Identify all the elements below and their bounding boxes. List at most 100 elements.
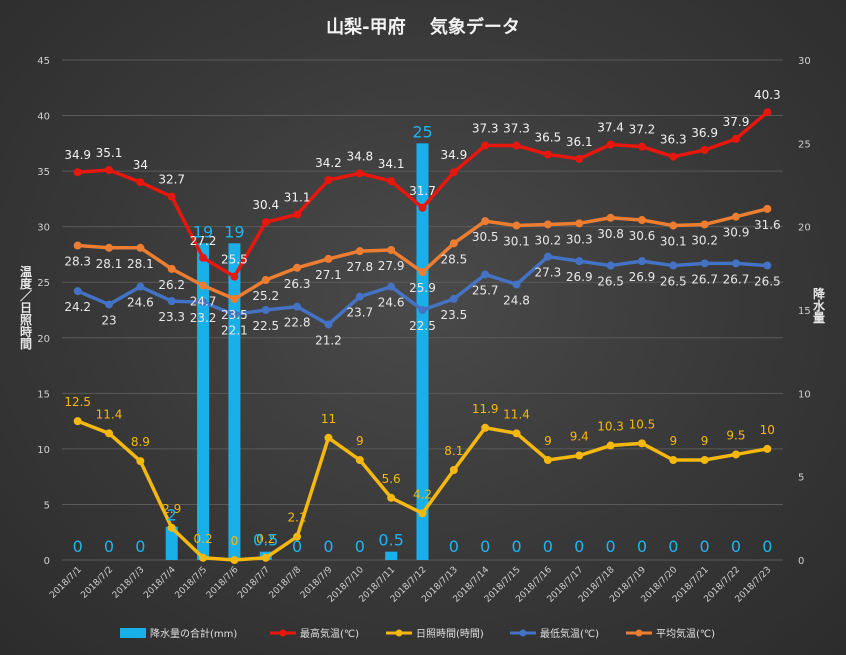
data-label: 36.5 (535, 130, 562, 144)
rainfall-label: 19 (224, 222, 244, 241)
series-point (575, 154, 584, 163)
right-axis-title: 降水量 (813, 286, 826, 325)
series-point (731, 212, 740, 221)
right-tick-label: 5 (798, 473, 804, 484)
data-label: 30.4 (252, 198, 279, 212)
series-point (230, 294, 239, 303)
series-point (293, 532, 302, 541)
data-label: 34 (133, 158, 148, 172)
data-label: 30.5 (472, 230, 499, 244)
data-label: 40.3 (754, 88, 781, 102)
data-label: 37.3 (472, 122, 499, 136)
series-point (512, 141, 521, 150)
data-label: 34.2 (315, 156, 342, 170)
data-label: 27.1 (315, 268, 342, 282)
series-point (199, 298, 208, 307)
rainfall-label: 0 (731, 537, 741, 556)
series-point (73, 417, 82, 426)
data-label: 30.1 (503, 235, 530, 249)
data-label: 36.1 (566, 135, 593, 149)
series-point (105, 243, 114, 252)
data-label: 11.4 (96, 407, 123, 421)
data-label: 27.3 (535, 266, 562, 280)
series-point (199, 281, 208, 290)
data-label: 30.2 (535, 233, 562, 247)
data-label: 28.3 (64, 255, 91, 269)
series-point (418, 203, 427, 212)
series-point (700, 259, 709, 268)
series-point (73, 241, 82, 250)
data-label: 30.8 (597, 227, 624, 241)
data-label: 23 (101, 313, 116, 327)
rainfall-bar (416, 143, 429, 561)
right-tick-label: 30 (798, 56, 811, 67)
series-point (449, 294, 458, 303)
series-point (136, 178, 145, 187)
left-tick-label: 25 (37, 278, 50, 289)
legend-label: 降水量の合計(mm) (150, 627, 237, 640)
data-label: 23.7 (346, 306, 373, 320)
series-point (387, 282, 396, 291)
data-label: 26.7 (723, 272, 750, 286)
series-point (261, 218, 270, 227)
data-label: 26.2 (158, 278, 185, 292)
data-label: 26.5 (754, 275, 781, 289)
rainfall-label: 0 (135, 537, 145, 556)
series-point (731, 134, 740, 143)
data-label: 37.3 (503, 122, 530, 136)
legend-label: 最低気温(℃) (540, 627, 599, 640)
series-point (512, 429, 521, 438)
series-point (637, 439, 646, 448)
series-point (387, 246, 396, 254)
left-axis-ticks: 0 5 10 15 20 25 30 35 40 45 (37, 56, 50, 567)
series-point (167, 523, 176, 532)
series-point (700, 220, 709, 229)
series-point (637, 257, 646, 266)
series-point (324, 176, 333, 184)
series-point (355, 292, 364, 301)
series-point (199, 253, 208, 262)
data-label: 8.1 (444, 444, 463, 458)
series-point (731, 259, 740, 268)
series-point (324, 254, 333, 263)
series-point (669, 152, 678, 161)
legend-marker (395, 629, 403, 637)
series-point (136, 243, 145, 252)
series-point (669, 221, 678, 230)
right-tick-label: 25 (798, 139, 811, 150)
x-axis-ticks: 2018/7/12018/7/22018/7/32018/7/42018/7/5… (48, 565, 773, 605)
data-label: 26.9 (629, 270, 656, 284)
series-point (637, 142, 646, 151)
data-label: 0.2 (256, 532, 275, 546)
series-point (763, 108, 772, 117)
data-label: 37.9 (723, 115, 750, 129)
x-tick-label: 2018/7/8 (268, 565, 304, 601)
series-point (543, 150, 552, 159)
rainfall-bar (385, 551, 398, 560)
rainfall-label: 0 (323, 537, 333, 556)
data-label: 37.2 (629, 123, 656, 137)
series-point (481, 423, 490, 432)
series-point (355, 456, 364, 464)
x-tick-label: 2018/7/2 (79, 565, 115, 601)
data-label: 26.5 (597, 275, 624, 289)
data-label: 23.3 (158, 310, 185, 324)
series-point (230, 310, 239, 319)
left-tick-label: 40 (37, 112, 50, 123)
series-point (136, 282, 145, 291)
data-label: 28.1 (96, 257, 123, 271)
rainfall-bars (165, 143, 429, 561)
data-label: 9 (701, 434, 709, 448)
rainfall-label: 0 (104, 537, 114, 556)
series-point (481, 141, 490, 150)
data-label: 22.8 (284, 316, 311, 330)
data-label: 23.5 (221, 308, 248, 322)
series-point (449, 239, 458, 248)
rainfall-label: 0 (574, 537, 584, 556)
series-point (261, 553, 270, 562)
series-point (606, 213, 615, 222)
series-point (418, 268, 427, 277)
data-label: 34.1 (378, 157, 405, 171)
series-point (606, 140, 615, 149)
data-label: 31.7 (409, 184, 436, 198)
